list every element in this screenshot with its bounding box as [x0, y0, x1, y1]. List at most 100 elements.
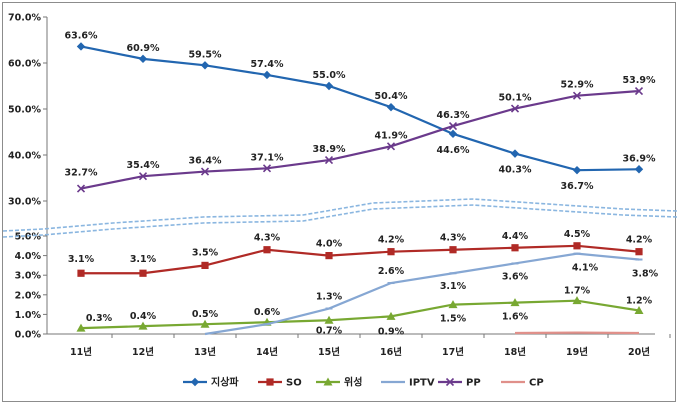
data-label: 0.5%	[192, 309, 219, 320]
y-tick-label: 3.0%	[15, 271, 42, 282]
data-point	[449, 246, 456, 253]
legend-label: CP	[529, 378, 544, 389]
data-label: 4.2%	[378, 235, 405, 246]
data-point	[266, 378, 273, 385]
data-label: 3.1%	[440, 281, 467, 292]
data-label: 40.3%	[499, 165, 532, 176]
data-label: 63.6%	[65, 30, 98, 41]
data-label: 38.9%	[313, 144, 346, 155]
data-label: 50.4%	[375, 91, 408, 102]
legend-item: 위성	[316, 376, 362, 389]
data-label: 3.6%	[502, 271, 529, 282]
data-label: 41.9%	[375, 130, 408, 141]
legend-item: CP	[501, 378, 544, 389]
x-tick-label: 18년	[504, 346, 526, 358]
data-point	[635, 165, 643, 173]
y-tick-label: 40.0%	[8, 151, 41, 162]
data-point	[201, 61, 209, 69]
data-point	[201, 262, 208, 269]
data-label: 3.1%	[68, 254, 95, 265]
data-point	[139, 270, 146, 277]
data-label: 57.4%	[251, 59, 284, 70]
data-label: 0.9%	[378, 326, 405, 337]
data-point	[387, 248, 394, 255]
data-label: 2.6%	[378, 266, 405, 277]
line-chart: 70.0%60.0%50.0%40.0%30.0%5.0%4.0%3.0%2.0…	[3, 3, 677, 403]
x-tick-label: 20년	[628, 346, 650, 358]
data-label: 0.3%	[86, 313, 113, 324]
data-label: 4.1%	[572, 263, 599, 274]
data-label: 0.7%	[316, 325, 343, 336]
legend-label: IPTV	[409, 378, 435, 389]
data-point	[77, 42, 85, 50]
data-label: 3.1%	[130, 254, 157, 265]
y-tick-label: 1.0%	[15, 310, 42, 321]
series-SO: 3.1%3.1%3.5%4.3%4.0%4.2%4.3%4.4%4.5%4.2%	[68, 229, 653, 277]
legend-item: 지상파	[183, 376, 239, 389]
data-label: 4.0%	[316, 239, 343, 250]
data-point	[263, 71, 271, 79]
data-label: 53.9%	[623, 75, 656, 86]
y-tick-label: 50.0%	[8, 105, 41, 116]
y-tick-label: 70.0%	[8, 13, 41, 24]
data-label: 4.5%	[564, 229, 591, 240]
data-label: 4.2%	[626, 235, 653, 246]
legend-label: 지상파	[211, 376, 239, 389]
data-point	[573, 166, 581, 174]
x-tick-label: 13년	[194, 346, 216, 358]
x-tick-label: 11년	[70, 346, 92, 358]
x-tick-label: 19년	[566, 346, 588, 358]
data-label: 36.7%	[561, 181, 594, 192]
data-label: 37.1%	[251, 152, 284, 163]
data-point	[263, 246, 270, 253]
x-tick-label: 14년	[256, 346, 278, 358]
data-point	[139, 55, 147, 63]
y-tick-label: 30.0%	[8, 197, 41, 208]
legend-label: 위성	[344, 376, 362, 389]
data-point	[387, 103, 395, 111]
x-tick-label: 16년	[380, 346, 402, 358]
data-label: 36.9%	[623, 153, 656, 164]
legend-item: SO	[258, 378, 302, 389]
series-PP: 32.7% 35.4% 36.4% 37.1% 38.9% 41.9% 46.3% 50.1%…	[65, 75, 656, 192]
data-label: 1.5%	[440, 314, 467, 325]
data-label: 4.3%	[440, 233, 467, 244]
series-line	[81, 246, 639, 273]
data-label: 36.4%	[189, 156, 222, 167]
data-point	[325, 252, 332, 259]
data-point	[573, 242, 580, 249]
data-label: 32.7%	[65, 168, 98, 179]
data-label: 3.5%	[192, 247, 219, 258]
x-tick-label: 15년	[318, 346, 340, 358]
x-tick-label: 12년	[132, 346, 154, 358]
data-label: 1.6%	[502, 312, 529, 323]
data-point	[77, 270, 84, 277]
y-tick-label: 4.0%	[15, 251, 42, 262]
legend-item: PP	[438, 378, 481, 389]
data-label: 50.1%	[499, 93, 532, 104]
data-point	[191, 378, 199, 386]
x-tick-label: 17년	[442, 346, 464, 358]
data-point	[325, 82, 333, 90]
data-label: 0.6%	[254, 307, 281, 318]
legend-label: SO	[286, 378, 302, 389]
legend-item: IPTV	[381, 378, 435, 389]
data-point	[511, 244, 518, 251]
data-label: 0.4%	[130, 311, 157, 322]
data-label: 35.4%	[127, 160, 160, 171]
data-label: 60.9%	[127, 43, 160, 54]
data-label: 46.3%	[437, 110, 470, 121]
data-label: 4.3%	[254, 233, 281, 244]
data-label: 3.8%	[632, 269, 659, 280]
data-point	[635, 248, 642, 255]
legend-label: PP	[466, 378, 481, 389]
y-tick-label: 2.0%	[15, 290, 42, 301]
data-label: 44.6%	[437, 145, 470, 156]
data-point	[511, 149, 519, 157]
y-tick-label: 60.0%	[8, 59, 41, 70]
legend: 지상파 SO 위성 IPTV PP CP	[183, 376, 544, 389]
data-label: 1.2%	[626, 295, 653, 306]
series-IPTV: 1.3%2.6%3.1%3.6%4.1%3.8%	[205, 254, 659, 334]
chart-frame: 70.0%60.0%50.0%40.0%30.0%5.0%4.0%3.0%2.0…	[2, 2, 676, 402]
data-label: 1.7%	[564, 286, 591, 297]
